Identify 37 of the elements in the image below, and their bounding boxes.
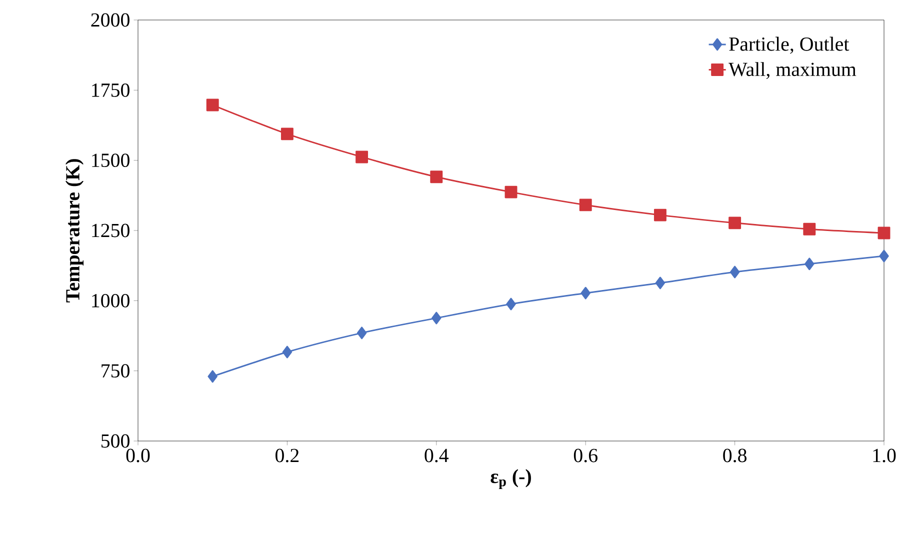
y-tick-label: 1750	[92, 83, 130, 97]
legend-label: Particle, Outlet	[729, 36, 850, 54]
x-tick-label: 0.2	[276, 448, 299, 462]
x-tick-label: 1.0	[873, 448, 896, 462]
y-tick-label: 750	[102, 364, 130, 378]
y-tick-label: 1000	[92, 294, 130, 308]
point	[356, 326, 367, 340]
point	[282, 346, 292, 358]
point	[654, 208, 666, 222]
point	[803, 222, 816, 236]
y-axis-title: Temperature (K)	[65, 159, 84, 302]
point	[432, 312, 442, 324]
point	[280, 128, 294, 140]
x-tick-label: 0.6	[574, 448, 598, 462]
point	[879, 250, 889, 262]
point	[579, 198, 592, 212]
point	[430, 170, 443, 184]
point	[208, 370, 218, 383]
x-tick-label: 0.4	[424, 448, 449, 462]
point	[206, 98, 219, 112]
point	[728, 216, 742, 230]
x-tick-label: 0.0	[126, 448, 150, 462]
point	[580, 286, 590, 300]
y-tick-label: 1500	[92, 154, 130, 168]
y-tick-label: 2000	[91, 13, 130, 27]
point	[356, 150, 368, 164]
y-tick-label: 500	[102, 434, 130, 448]
point	[504, 186, 518, 198]
point	[655, 276, 666, 290]
x-tick-label: 0.8	[723, 448, 746, 462]
point	[878, 226, 890, 240]
point	[804, 258, 814, 270]
point	[730, 266, 740, 278]
point	[506, 298, 516, 310]
x-axis-title: ε$_{p}$ (-)	[490, 469, 531, 490]
y-tick-label: 1250	[92, 224, 130, 238]
legend-label: Wall, maximum	[728, 62, 856, 79]
